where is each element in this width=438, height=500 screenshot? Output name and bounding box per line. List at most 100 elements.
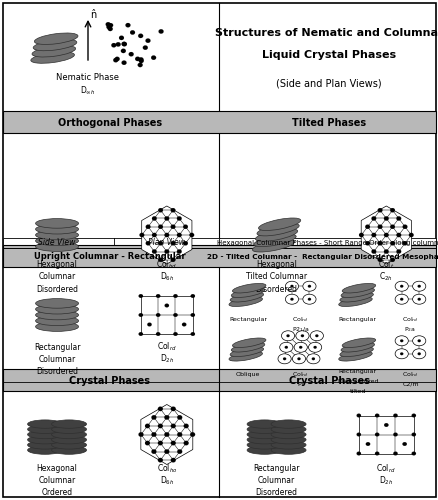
Ellipse shape: [35, 230, 78, 240]
Ellipse shape: [190, 332, 194, 336]
Ellipse shape: [183, 224, 187, 229]
Ellipse shape: [399, 352, 403, 355]
Ellipse shape: [356, 432, 360, 436]
Ellipse shape: [339, 347, 373, 356]
Text: Col$_{rd}$: Col$_{rd}$: [401, 370, 418, 378]
Ellipse shape: [35, 322, 78, 332]
Text: 2D - Tilted Columnar -  Rectangular Disordered Mesophases: 2D - Tilted Columnar - Rectangular Disor…: [206, 254, 438, 260]
Ellipse shape: [408, 233, 413, 237]
Bar: [219, 369, 435, 391]
Ellipse shape: [394, 281, 407, 291]
Ellipse shape: [308, 342, 321, 352]
Text: P$_1$: P$_1$: [296, 380, 304, 388]
Ellipse shape: [35, 298, 78, 308]
Ellipse shape: [152, 216, 156, 220]
Ellipse shape: [371, 250, 375, 254]
Ellipse shape: [121, 42, 126, 46]
Ellipse shape: [107, 26, 113, 31]
Ellipse shape: [130, 30, 135, 34]
Ellipse shape: [399, 285, 403, 288]
Bar: [3, 238, 219, 248]
Ellipse shape: [285, 294, 298, 304]
Ellipse shape: [164, 216, 169, 220]
Ellipse shape: [340, 296, 372, 302]
Text: Tilted Columnar: Tilted Columnar: [245, 272, 307, 281]
Ellipse shape: [173, 332, 177, 336]
Ellipse shape: [106, 25, 111, 29]
Text: Disordered: Disordered: [36, 284, 78, 294]
Text: Columnar: Columnar: [39, 272, 75, 281]
Ellipse shape: [190, 294, 194, 298]
Ellipse shape: [183, 441, 188, 446]
Ellipse shape: [158, 258, 162, 262]
Ellipse shape: [232, 346, 263, 352]
Ellipse shape: [298, 346, 302, 348]
Ellipse shape: [128, 52, 134, 56]
Ellipse shape: [247, 434, 281, 437]
Ellipse shape: [247, 425, 282, 434]
Polygon shape: [360, 206, 410, 264]
Ellipse shape: [232, 338, 265, 347]
Ellipse shape: [339, 292, 373, 302]
Ellipse shape: [52, 444, 85, 448]
Ellipse shape: [151, 450, 156, 454]
Ellipse shape: [158, 208, 162, 212]
Text: Rectangular: Rectangular: [253, 464, 299, 473]
Ellipse shape: [271, 434, 304, 437]
Ellipse shape: [51, 420, 86, 428]
Ellipse shape: [374, 414, 378, 418]
Ellipse shape: [177, 250, 181, 254]
Ellipse shape: [151, 432, 156, 437]
Ellipse shape: [170, 258, 175, 262]
Ellipse shape: [32, 56, 73, 62]
Ellipse shape: [158, 29, 163, 34]
Ellipse shape: [392, 432, 397, 436]
Ellipse shape: [173, 294, 177, 298]
Ellipse shape: [158, 424, 162, 428]
Ellipse shape: [170, 224, 175, 229]
Ellipse shape: [383, 233, 388, 237]
Ellipse shape: [158, 406, 162, 411]
Ellipse shape: [177, 432, 182, 437]
Ellipse shape: [155, 313, 160, 317]
Ellipse shape: [383, 250, 388, 254]
Ellipse shape: [145, 38, 150, 43]
Ellipse shape: [247, 436, 282, 444]
Text: Rectangular: Rectangular: [34, 342, 80, 351]
Text: P$_2$a: P$_2$a: [403, 326, 416, 334]
Ellipse shape: [170, 406, 175, 411]
Text: Ordered: Ordered: [42, 488, 72, 497]
Ellipse shape: [28, 420, 63, 428]
Text: D$_{6h}$: D$_{6h}$: [159, 270, 173, 283]
Ellipse shape: [164, 432, 169, 437]
Ellipse shape: [138, 294, 143, 298]
Ellipse shape: [28, 444, 62, 448]
Ellipse shape: [341, 346, 373, 352]
Text: Hexagonal: Hexagonal: [36, 464, 78, 473]
Ellipse shape: [394, 294, 407, 304]
Ellipse shape: [52, 429, 85, 432]
Ellipse shape: [52, 434, 85, 437]
Ellipse shape: [177, 216, 181, 220]
Text: Tilted Phases: Tilted Phases: [292, 118, 365, 128]
Ellipse shape: [28, 424, 62, 427]
Ellipse shape: [164, 304, 169, 308]
Ellipse shape: [392, 452, 397, 456]
Ellipse shape: [270, 425, 305, 434]
Ellipse shape: [412, 349, 425, 359]
Ellipse shape: [177, 450, 182, 454]
Ellipse shape: [152, 250, 156, 254]
Ellipse shape: [34, 44, 75, 50]
Ellipse shape: [177, 415, 182, 420]
Ellipse shape: [300, 334, 304, 337]
Text: Crystal Phases: Crystal Phases: [69, 376, 150, 386]
Ellipse shape: [36, 320, 78, 324]
Bar: [3, 245, 435, 267]
Ellipse shape: [258, 218, 300, 230]
Ellipse shape: [170, 441, 175, 446]
Text: C$_{2h}$: C$_{2h}$: [378, 270, 392, 283]
Ellipse shape: [36, 235, 78, 238]
Ellipse shape: [259, 222, 299, 230]
Ellipse shape: [247, 440, 281, 442]
Ellipse shape: [310, 331, 323, 341]
